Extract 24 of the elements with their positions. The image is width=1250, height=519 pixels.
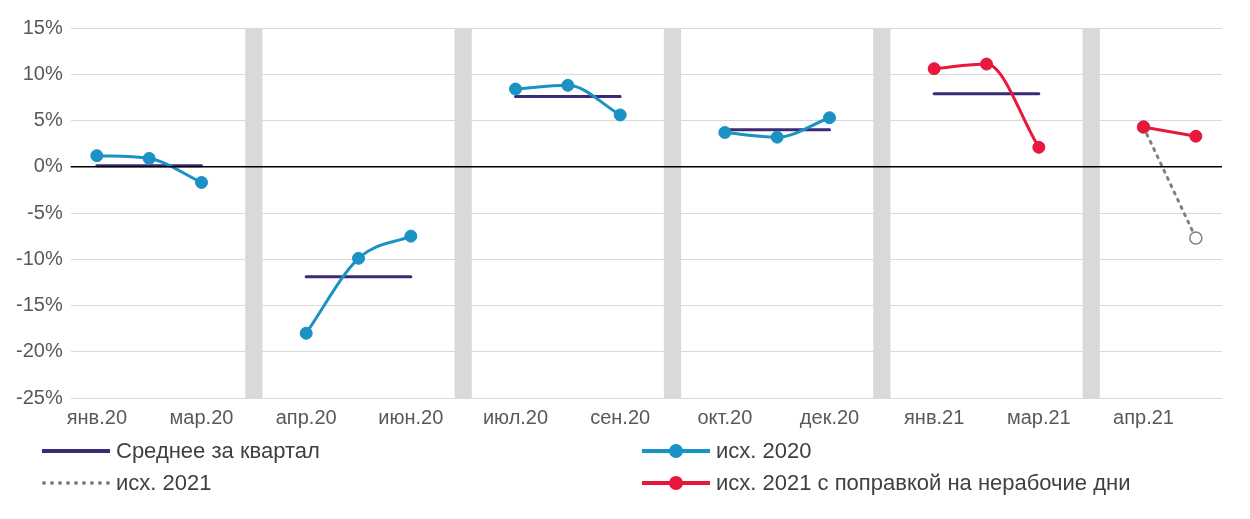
x-tick-label: июн.20 [378,405,444,428]
y-tick-label: 10% [22,61,63,84]
y-tick-label: 0% [33,154,63,177]
x-tick-label: мар.21 [1006,405,1071,428]
y-tick-label: -10% [15,246,63,269]
x-tick-label: мар.20 [169,405,234,428]
legend-label: исх. 2021 с поправкой на нерабочие дни [716,470,1131,496]
x-tick-label: июл.20 [482,405,549,428]
y-tick-label: -25% [15,385,63,408]
y-tick-label: 5% [33,108,63,131]
x-tick-label: янв.21 [904,405,965,428]
x-tick-label: дек.20 [799,405,860,428]
x-tick-label: сен.20 [590,405,651,428]
y-tick-label: -15% [15,293,63,316]
x-tick-label: апр.20 [275,405,337,428]
x-tick-label: окт.20 [697,405,753,428]
y-tick-label: 15% [22,15,63,38]
y-tick-label: -5% [27,200,63,223]
x-tick-label: апр.21 [1113,405,1174,428]
legend-label: исх. 2020 [716,438,812,464]
legend-label: Среднее за квартал [116,438,320,464]
legend-label: исх. 2021 [116,470,212,496]
x-tick-label: янв.20 [66,405,128,428]
y-tick-label: -20% [15,339,63,362]
